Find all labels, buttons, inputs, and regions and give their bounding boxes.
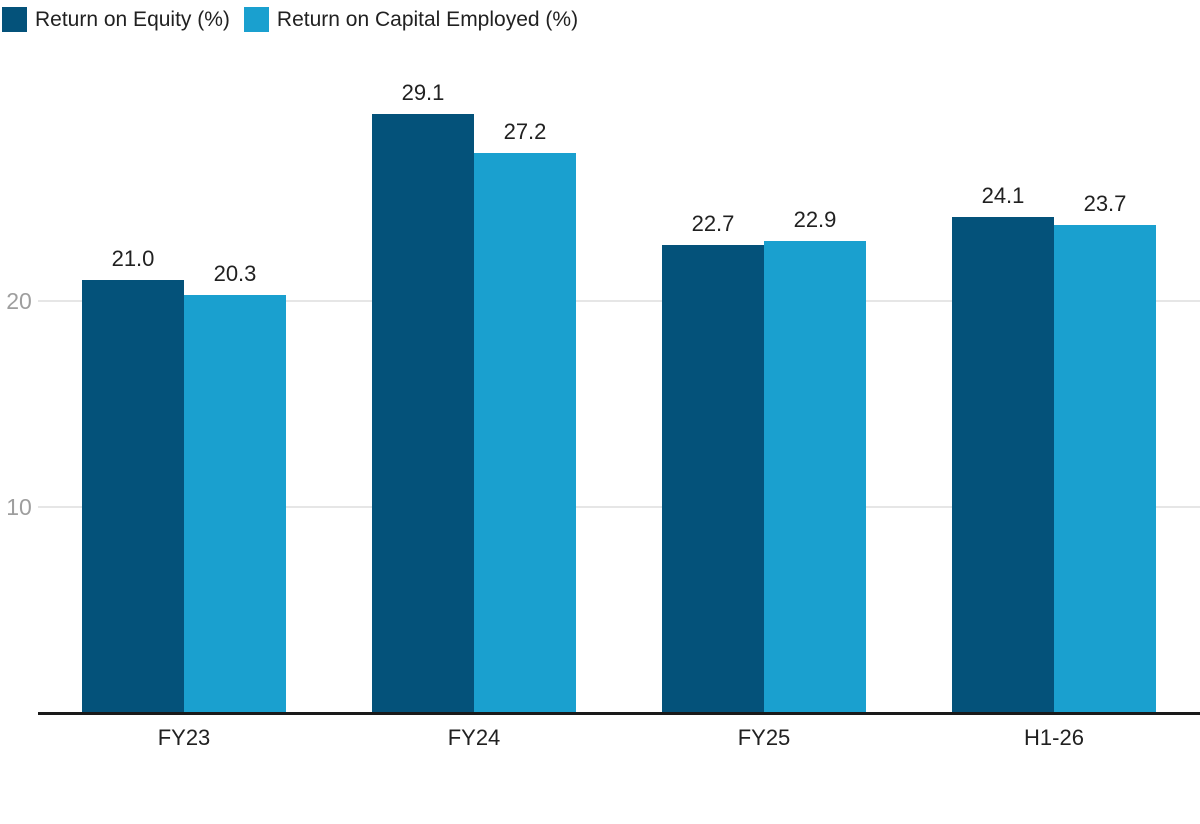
y-axis-tick-label: 20 — [6, 288, 32, 314]
bar-value-label: 21.0 — [111, 246, 155, 271]
x-axis-category-label: FY25 — [737, 725, 791, 750]
bar-value-label: 29.1 — [401, 80, 445, 105]
bar-value-label: 20.3 — [213, 261, 257, 286]
gridline — [38, 300, 1200, 302]
legend-label: Return on Capital Employed (%) — [276, 7, 579, 31]
legend-label: Return on Equity (%) — [35, 7, 230, 31]
bar-series-1-FY23[interactable] — [184, 295, 286, 713]
bar-series-1-H1-26[interactable] — [1054, 225, 1156, 713]
bar-series-0-H1-26[interactable] — [952, 217, 1054, 713]
x-axis-category-label: FY23 — [157, 725, 211, 750]
legend-item-series-1[interactable]: Return on Capital Employed (%) — [243, 7, 579, 32]
legend-swatch-icon — [2, 7, 27, 32]
bar-series-0-FY25[interactable] — [662, 245, 764, 713]
legend-item-series-0[interactable]: Return on Equity (%) — [2, 7, 230, 32]
x-axis-category-label: FY24 — [447, 725, 501, 750]
gridline — [38, 506, 1200, 508]
bar-value-label: 24.1 — [981, 183, 1025, 208]
bar-value-label: 27.2 — [503, 119, 547, 144]
bar-value-label: 23.7 — [1083, 191, 1127, 216]
bar-series-0-FY24[interactable] — [372, 114, 474, 713]
bar-series-1-FY25[interactable] — [764, 241, 866, 713]
x-axis-category-label: H1-26 — [1024, 725, 1084, 750]
bar-series-1-FY24[interactable] — [474, 153, 576, 713]
y-axis-tick-label: 10 — [6, 494, 32, 520]
legend-swatch-icon — [243, 7, 269, 32]
bar-series-0-FY23[interactable] — [82, 280, 184, 713]
bar-value-label: 22.7 — [691, 211, 735, 236]
bar-value-label: 22.9 — [793, 207, 837, 232]
legend: Return on Equity (%) Return on Capital Em… — [2, 7, 578, 32]
x-axis-line — [38, 712, 1200, 715]
